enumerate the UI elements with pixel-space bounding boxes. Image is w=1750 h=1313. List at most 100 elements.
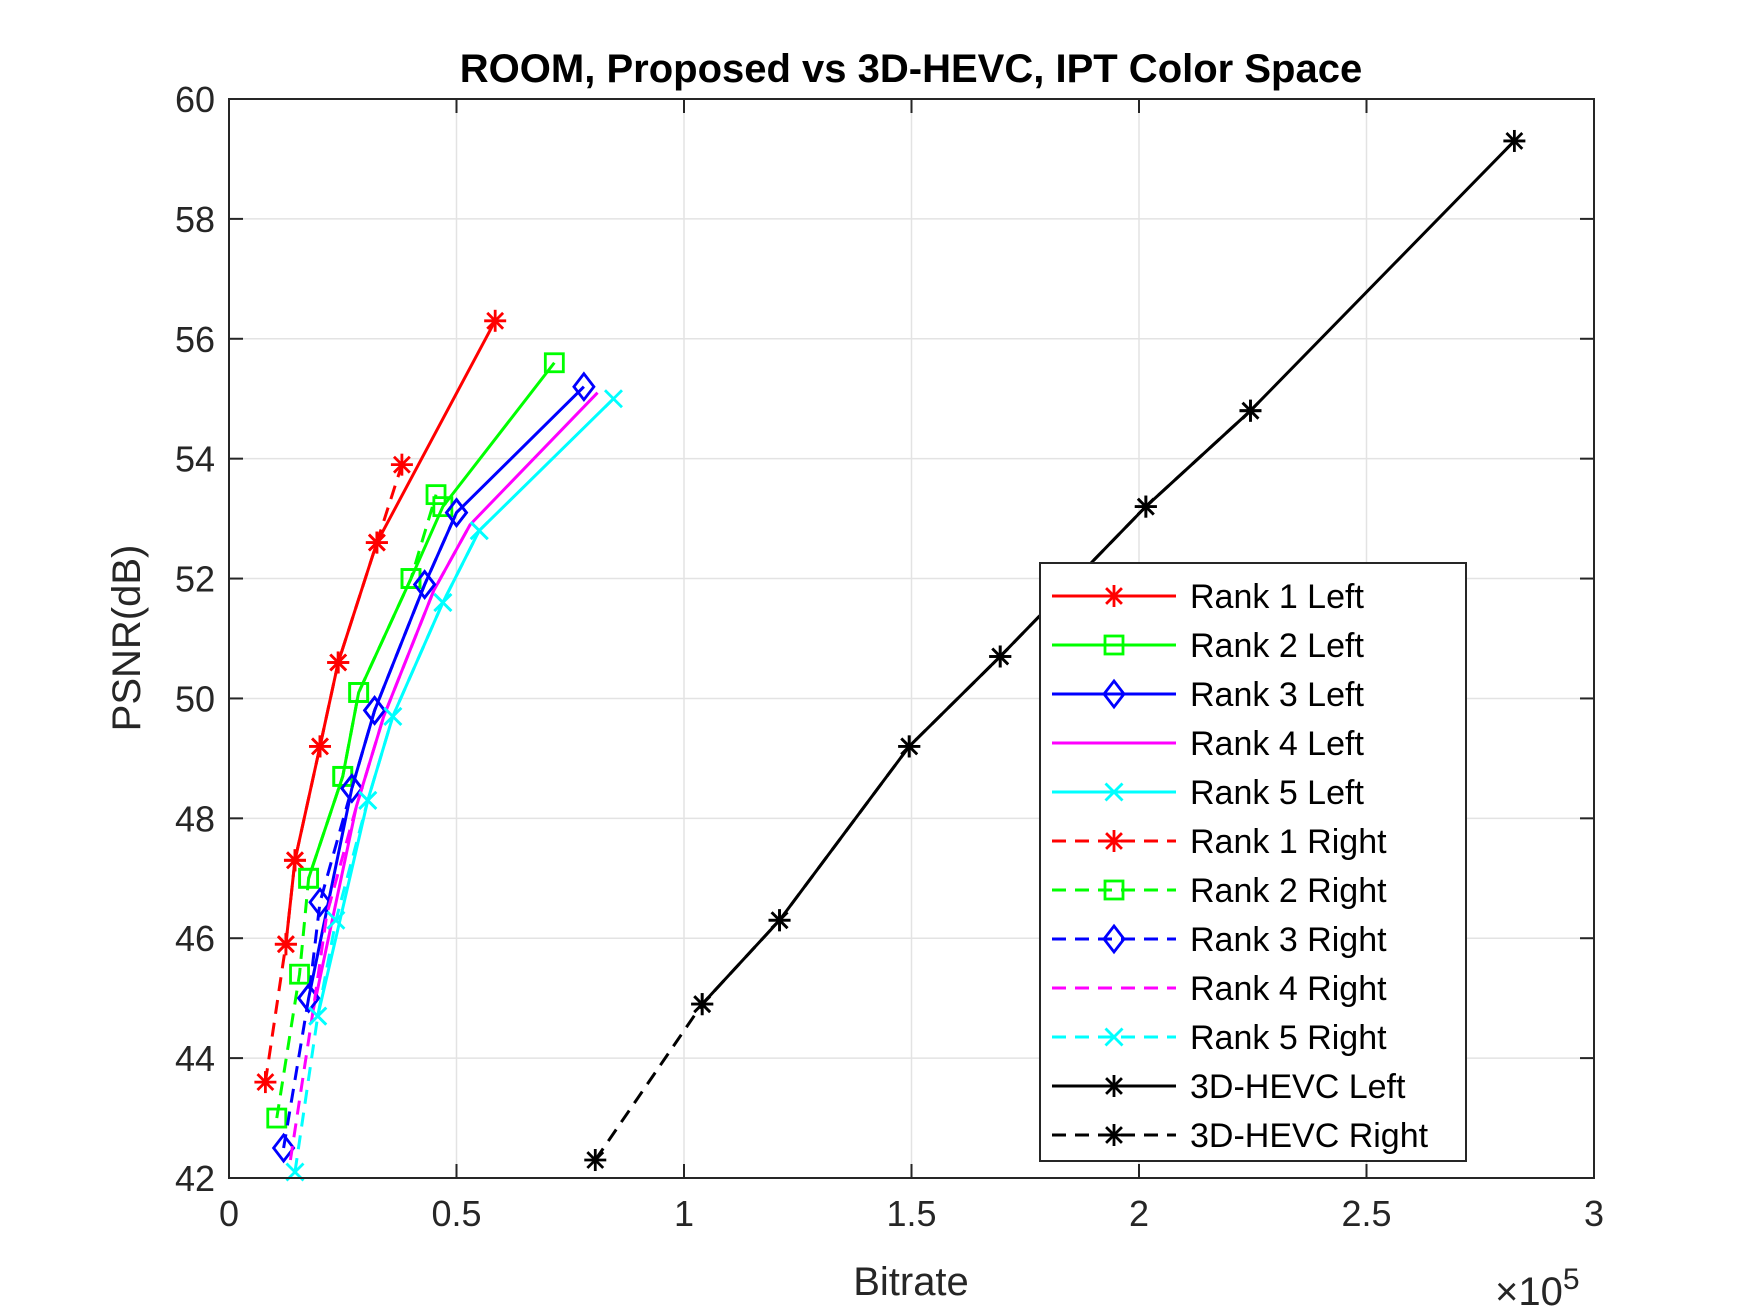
x-tick-label: 0	[219, 1193, 239, 1234]
data-point-rank-1-right	[390, 453, 413, 476]
series-rank-4-left	[311, 391, 599, 1011]
legend-label: Rank 1 Left	[1190, 578, 1364, 616]
legend-marker	[1103, 1124, 1125, 1146]
data-point-rank-3-right	[362, 695, 387, 726]
x-tick-label: 3	[1584, 1193, 1604, 1234]
data-point-rank-5-right	[433, 593, 453, 613]
legend-marker	[1103, 634, 1125, 656]
data-point-3d-hevc-right	[768, 909, 791, 932]
data-point-rank-5-right	[308, 1006, 328, 1026]
data-point-rank-1-right	[365, 531, 388, 554]
y-tick-label: 56	[175, 319, 215, 360]
data-point-rank-2-right	[425, 484, 447, 506]
data-point-rank-5-right	[326, 910, 346, 930]
legend-label: Rank 4 Right	[1190, 970, 1387, 1008]
legend-item-3d-hevc-right: 3D-HEVC Right	[1052, 1117, 1429, 1155]
data-point-3d-hevc-right	[584, 1149, 607, 1172]
legend-item-rank-3-left: Rank 3 Left	[1052, 676, 1364, 714]
legend-item-rank-1-left: Rank 1 Left	[1052, 578, 1364, 616]
data-point-3d-hevc-right	[1134, 495, 1157, 518]
x-tick-label: 2	[1129, 1193, 1149, 1234]
x-exponent-base: ×10	[1495, 1270, 1563, 1313]
data-point-rank-1-right	[283, 849, 306, 872]
legend-marker	[1104, 782, 1124, 802]
legend-item-3d-hevc-left: 3D-HEVC Left	[1052, 1068, 1406, 1106]
data-point-3d-hevc-right	[898, 735, 921, 758]
data-point-rank-1-right	[327, 651, 350, 674]
data-point-3d-hevc-right	[1239, 399, 1262, 422]
legend-item-rank-5-right: Rank 5 Right	[1052, 1019, 1387, 1057]
series-rank-3-right	[271, 497, 469, 1164]
x-tick-label: 0.5	[431, 1193, 481, 1234]
legend-marker	[1102, 678, 1126, 710]
data-point-rank-1-left	[484, 309, 507, 332]
y-tick-label: 58	[175, 199, 215, 240]
x-exponent-power: 5	[1563, 1263, 1580, 1296]
legend-marker	[1103, 1075, 1125, 1097]
legend-label: Rank 2 Left	[1190, 627, 1364, 665]
data-point-rank-1-right	[254, 1071, 277, 1094]
data-point-rank-3-left	[572, 371, 596, 403]
legend-label: 3D-HEVC Right	[1190, 1117, 1429, 1155]
x-axis-label: Bitrate	[853, 1260, 969, 1304]
legend-item-rank-3-right: Rank 3 Right	[1052, 921, 1387, 959]
legend-item-rank-4-right: Rank 4 Right	[1052, 970, 1387, 1008]
chart-title: ROOM, Proposed vs 3D-HEVC, IPT Color Spa…	[460, 47, 1362, 91]
data-point-3d-hevc-right	[691, 993, 714, 1016]
series-3d-hevc-right	[584, 399, 1262, 1172]
data-point-rank-3-right	[271, 1132, 296, 1164]
legend-label: Rank 2 Right	[1190, 872, 1387, 910]
legend-label: 3D-HEVC Left	[1190, 1068, 1406, 1106]
data-point-rank-2-left	[543, 352, 565, 374]
legend-box	[1039, 562, 1467, 1162]
data-point-3d-hevc-right	[989, 645, 1012, 668]
data-point-rank-1-right	[274, 933, 297, 956]
y-tick-label: 50	[175, 678, 215, 719]
legend-label: Rank 3 Left	[1190, 676, 1364, 714]
series-rank-1-right	[254, 453, 413, 1094]
data-point-rank-2-right	[266, 1107, 288, 1129]
series-layer	[254, 129, 1526, 1182]
legend-marker	[1103, 830, 1125, 852]
data-point-rank-1-right	[309, 735, 331, 758]
y-tick-label: 48	[175, 798, 215, 839]
data-point-rank-3-right	[412, 569, 437, 600]
x-exponent-label: ×105	[1495, 1263, 1580, 1313]
legend-item-rank-2-right: Rank 2 Right	[1052, 872, 1387, 910]
y-tick-label: 44	[175, 1038, 215, 1079]
legend-label: Rank 1 Right	[1190, 823, 1387, 861]
legend-item-rank-2-left: Rank 2 Left	[1052, 627, 1364, 665]
legend: Rank 1 Left Rank 2 Left Rank 3 Left Rank 4 …	[1039, 562, 1467, 1162]
legend-marker	[1102, 923, 1126, 955]
y-tick-label: 46	[175, 918, 215, 959]
data-point-rank-5-left	[603, 389, 623, 409]
legend-marker	[1103, 585, 1125, 607]
legend-label: Rank 4 Left	[1190, 725, 1364, 763]
legend-item-rank-4-left: Rank 4 Left	[1052, 725, 1364, 763]
legend-item-rank-1-right: Rank 1 Right	[1052, 823, 1387, 861]
legend-marker	[1104, 1027, 1124, 1047]
legend-label: Rank 5 Right	[1190, 1019, 1387, 1057]
ticks: 0 0.5 1 1.5 2 2.5 3 42 44 46 48 50 52 54 56 58 60	[175, 79, 1604, 1234]
legend-label: Rank 5 Left	[1190, 774, 1364, 812]
series-line-rank-4-left	[311, 391, 599, 1011]
data-point-3d-hevc-left	[1503, 129, 1526, 152]
series-line-rank-2-right	[275, 494, 438, 1119]
data-point-rank-3-right	[340, 773, 364, 804]
x-tick-label: 1	[674, 1193, 694, 1234]
legend-item-rank-5-left: Rank 5 Left	[1052, 774, 1364, 812]
y-tick-label: 42	[175, 1158, 215, 1199]
x-tick-label: 1.5	[886, 1193, 936, 1234]
y-tick-label: 60	[175, 79, 215, 120]
legend-label: Rank 3 Right	[1190, 921, 1387, 959]
data-point-rank-5-right	[358, 790, 378, 810]
data-point-rank-3-right	[444, 497, 469, 528]
legend-marker	[1103, 879, 1125, 901]
series-line-rank-5-left	[316, 397, 615, 1017]
y-tick-label: 54	[175, 439, 215, 480]
data-point-rank-3-right	[308, 886, 332, 918]
data-point-rank-2-right	[298, 867, 320, 889]
y-tick-label: 52	[175, 559, 215, 600]
series-line-rank-3-right	[282, 512, 458, 1149]
